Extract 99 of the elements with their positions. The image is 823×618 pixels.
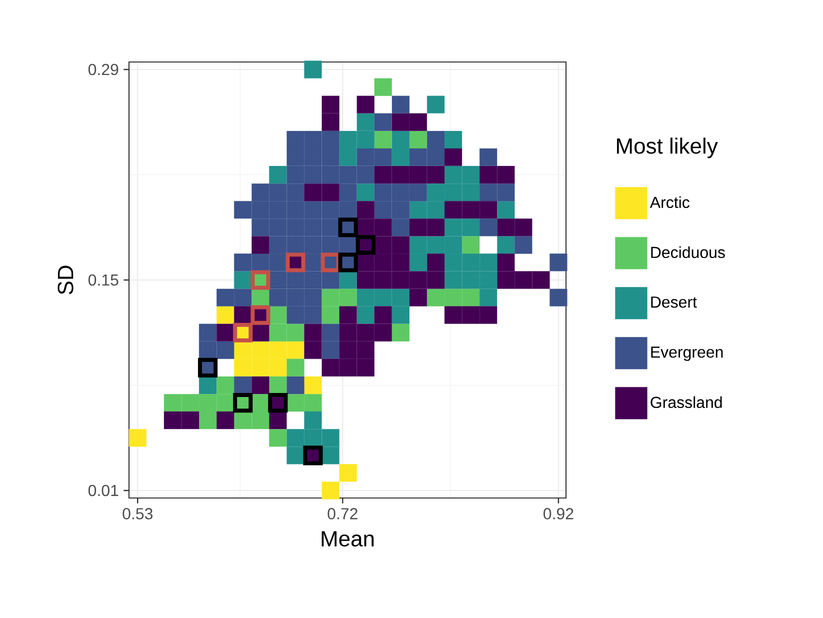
point [392, 306, 410, 324]
point [444, 236, 462, 254]
point [426, 201, 445, 219]
point [304, 429, 322, 447]
point [234, 358, 252, 376]
legend-label: Arctic [650, 196, 690, 208]
point [444, 130, 462, 149]
point [392, 324, 410, 342]
point [322, 482, 340, 500]
point [356, 184, 374, 202]
point [462, 236, 480, 254]
point [374, 288, 392, 306]
point [182, 394, 200, 412]
point [252, 341, 270, 359]
point [339, 271, 357, 289]
point [374, 78, 392, 96]
point [409, 236, 427, 254]
point [426, 96, 445, 114]
x-tick-label: 0.72 [328, 508, 358, 520]
y-tick-label: 0.01 [88, 484, 118, 496]
point [286, 429, 304, 447]
point [462, 271, 480, 289]
point [339, 464, 357, 482]
point [480, 254, 498, 272]
point [409, 254, 427, 272]
point [304, 411, 322, 430]
point [462, 218, 480, 236]
point [304, 60, 322, 78]
point [462, 184, 480, 202]
point [322, 446, 340, 464]
point [462, 166, 480, 184]
point [322, 306, 340, 324]
point [269, 429, 287, 447]
point [286, 341, 304, 359]
point [269, 358, 287, 376]
point [392, 288, 410, 306]
point [462, 288, 480, 306]
legend-label: Grassland [650, 396, 722, 408]
y-tick-label: 0.15 [88, 274, 118, 286]
point [444, 166, 462, 184]
point [426, 288, 445, 306]
point [128, 429, 146, 447]
point [339, 130, 357, 149]
point [198, 411, 217, 430]
point [286, 394, 304, 412]
point [322, 429, 340, 447]
point [444, 271, 462, 289]
point [269, 376, 287, 394]
point [392, 148, 410, 166]
point [269, 341, 287, 359]
point [480, 288, 498, 306]
point [444, 184, 462, 202]
point [339, 288, 357, 306]
y-tick-label: 0.29 [88, 64, 118, 76]
point [426, 236, 445, 254]
point [252, 411, 270, 430]
point [462, 254, 480, 272]
point [339, 148, 357, 166]
point [304, 376, 322, 394]
point [356, 113, 374, 131]
legend-label: Deciduous [651, 246, 725, 258]
point [480, 271, 498, 289]
legend-label: Evergreen [651, 346, 723, 361]
point [356, 130, 374, 149]
point [216, 306, 234, 324]
point [444, 218, 462, 236]
point [198, 376, 217, 394]
point [497, 201, 515, 219]
point [444, 288, 462, 306]
point [269, 166, 287, 184]
point [286, 446, 304, 464]
point [286, 358, 304, 376]
point [322, 288, 340, 306]
point [426, 184, 445, 202]
point [252, 358, 270, 376]
point [497, 236, 515, 254]
point [409, 201, 427, 219]
point [164, 394, 182, 412]
point [198, 394, 217, 412]
point [234, 411, 252, 430]
x-tick-label: 0.53 [122, 508, 153, 520]
point [269, 306, 287, 324]
point [392, 130, 410, 149]
point [304, 394, 322, 412]
point [216, 394, 234, 412]
point [409, 130, 427, 149]
y-axis-title: SD [58, 266, 74, 294]
point [286, 324, 304, 342]
point [269, 324, 287, 342]
point [374, 130, 392, 149]
point [234, 271, 252, 289]
x-tick-label: 0.92 [544, 508, 574, 520]
point [356, 288, 374, 306]
legend-label: Desert [651, 296, 697, 308]
point [356, 306, 374, 324]
point [444, 254, 462, 272]
legend-title: Most likely [617, 138, 718, 158]
point [216, 376, 234, 394]
x-axis-title: Mean [322, 531, 374, 547]
